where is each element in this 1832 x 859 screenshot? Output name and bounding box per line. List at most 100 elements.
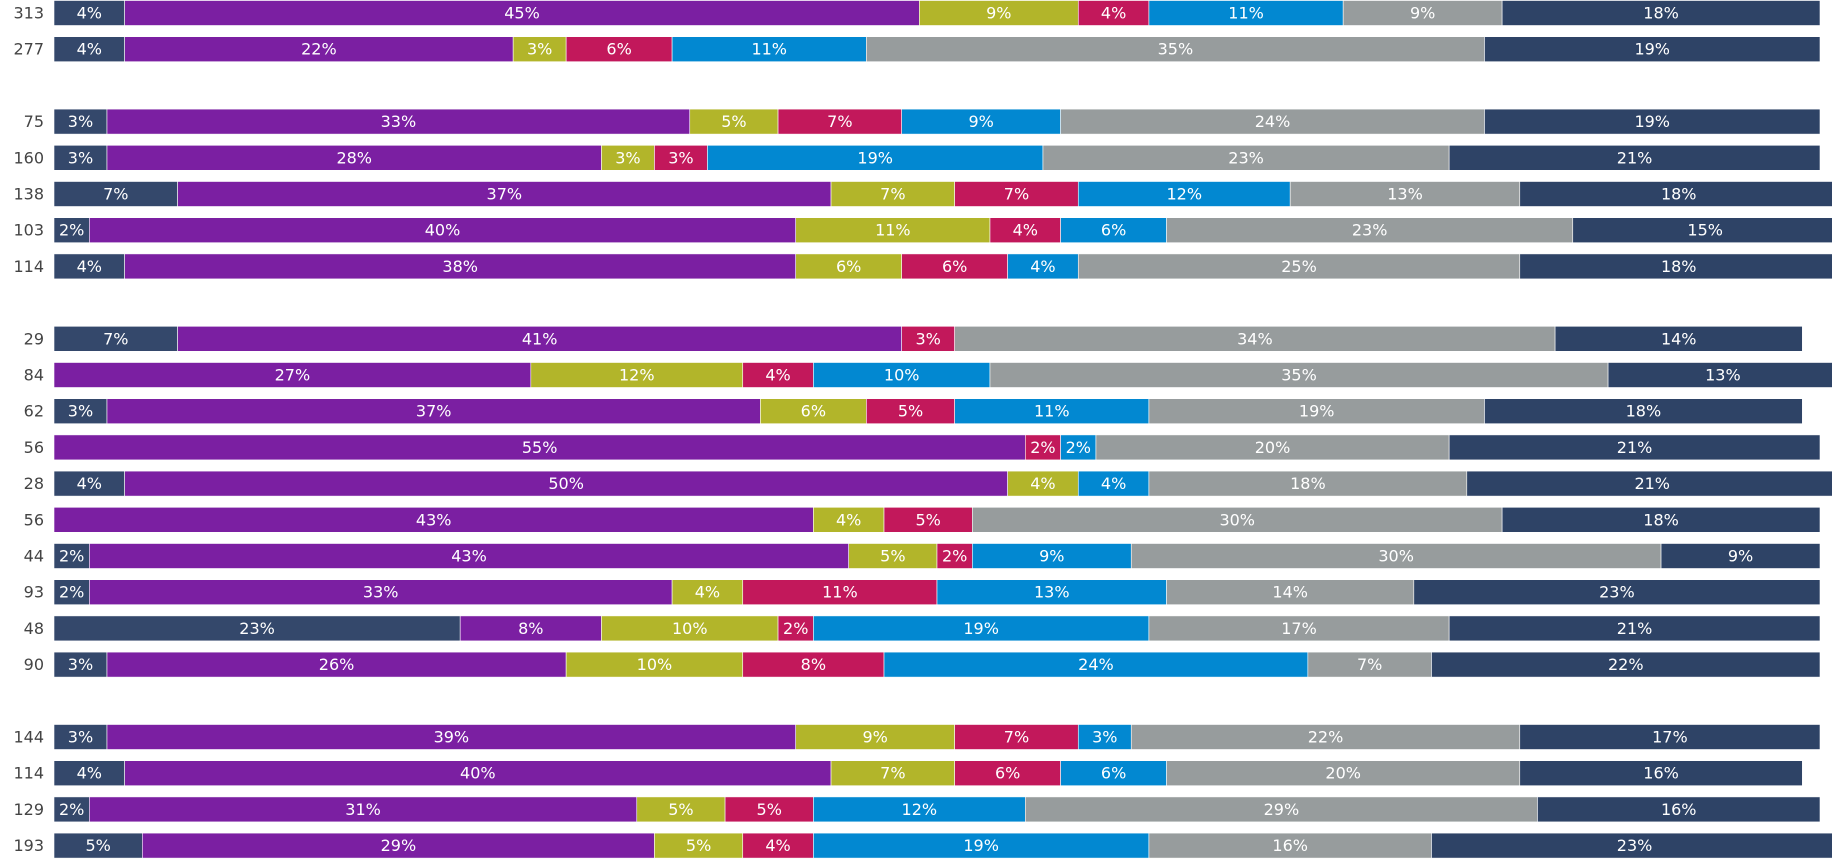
data-label: 19% — [1634, 40, 1670, 59]
data-label: 18% — [1661, 257, 1697, 276]
data-label: 13% — [1034, 583, 1070, 602]
bar-segment — [1060, 108, 1485, 135]
data-label: 40% — [460, 764, 496, 783]
data-label: 9% — [862, 728, 887, 747]
data-label: 4% — [77, 4, 102, 23]
data-label: 35% — [1158, 40, 1194, 59]
bar-segment — [813, 362, 991, 388]
data-label: 23% — [1228, 148, 1264, 167]
y-tick-label: 144 — [13, 728, 44, 747]
data-label: 39% — [434, 728, 470, 747]
data-label: 21% — [1634, 474, 1670, 493]
data-label: 16% — [1643, 764, 1679, 783]
bar-segment — [777, 108, 902, 135]
bar-segment — [936, 579, 1167, 606]
data-label: 9% — [1410, 4, 1435, 23]
bar-segment — [1025, 796, 1538, 823]
data-label: 20% — [1255, 438, 1291, 457]
data-label: 3% — [915, 329, 940, 348]
data-label: 5% — [686, 836, 711, 855]
y-tick-label: 62 — [24, 402, 44, 421]
data-label: 38% — [442, 257, 478, 276]
data-label: 13% — [1387, 185, 1423, 204]
bar-segment — [813, 506, 885, 533]
bar-segment — [1537, 796, 1821, 823]
data-label: 21% — [1617, 619, 1653, 638]
data-label: 5% — [85, 836, 110, 855]
y-tick-label: 28 — [24, 474, 44, 493]
data-label: 24% — [1255, 112, 1291, 131]
data-label: 7% — [1004, 185, 1029, 204]
data-label: 11% — [1228, 4, 1264, 23]
bar-segment — [795, 724, 955, 750]
bar-segment — [1307, 651, 1432, 678]
bar-segment — [777, 615, 814, 642]
bar-segment — [124, 253, 797, 280]
data-label: 17% — [1652, 728, 1688, 747]
bar-segment — [1166, 579, 1415, 606]
data-label: 43% — [416, 510, 452, 529]
data-label: 12% — [902, 800, 938, 819]
bar-segment — [936, 543, 973, 569]
data-label: 6% — [1101, 764, 1126, 783]
bar-segment — [1077, 253, 1521, 280]
bar-segment — [53, 543, 90, 569]
data-label: 9% — [986, 4, 1011, 23]
data-label: 3% — [68, 655, 93, 674]
data-label: 10% — [637, 655, 673, 674]
bar-segment — [1519, 253, 1832, 280]
bar-segment — [124, 760, 832, 787]
data-label: 3% — [68, 112, 93, 131]
bar-segment — [1060, 760, 1167, 787]
data-label: 24% — [1078, 655, 1114, 674]
data-label: 37% — [487, 185, 523, 204]
bar-segment — [106, 651, 567, 678]
data-label: 16% — [1661, 800, 1697, 819]
bar-segment — [954, 325, 1556, 352]
data-label: 33% — [363, 583, 399, 602]
data-label: 25% — [1281, 257, 1317, 276]
y-tick-label: 277 — [13, 40, 44, 59]
data-label: 13% — [1705, 366, 1741, 385]
data-label: 26% — [319, 655, 355, 674]
bar-segment — [742, 651, 885, 678]
data-label: 50% — [548, 474, 584, 493]
bar-segment — [177, 325, 902, 352]
data-label: 2% — [59, 800, 84, 819]
bar-segment — [742, 832, 814, 859]
data-label: 41% — [522, 329, 558, 348]
data-label: 4% — [77, 257, 102, 276]
data-label: 22% — [301, 40, 337, 59]
data-label: 7% — [880, 185, 905, 204]
data-label: 12% — [619, 366, 655, 385]
bar-segment — [1501, 506, 1821, 533]
data-label: 45% — [504, 4, 540, 23]
data-label: 6% — [606, 40, 631, 59]
bar-segment — [795, 253, 902, 280]
y-tick-label: 29 — [24, 329, 44, 348]
data-label: 7% — [827, 112, 852, 131]
bar-segment — [459, 615, 602, 642]
data-label: 9% — [1728, 547, 1753, 566]
bar-segment — [954, 760, 1061, 787]
y-tick-label: 90 — [24, 655, 44, 674]
data-label: 19% — [857, 148, 893, 167]
y-tick-label: 93 — [24, 583, 44, 602]
bar-segment — [53, 470, 125, 497]
bar-segment — [1448, 145, 1821, 171]
y-tick-label: 56 — [24, 510, 44, 529]
bar-segment — [530, 362, 744, 388]
bar-segment — [53, 253, 125, 280]
data-label: 23% — [1352, 221, 1388, 240]
bar-segment — [106, 145, 602, 171]
data-label: 15% — [1687, 221, 1723, 240]
bar-segment — [53, 36, 125, 63]
y-tick-label: 193 — [13, 836, 44, 855]
bar-segment — [813, 615, 1150, 642]
bar-segment — [830, 181, 955, 207]
data-label: 4% — [836, 510, 861, 529]
bar-segment — [1025, 434, 1061, 461]
data-label: 19% — [1634, 112, 1670, 131]
data-label: 30% — [1378, 547, 1414, 566]
